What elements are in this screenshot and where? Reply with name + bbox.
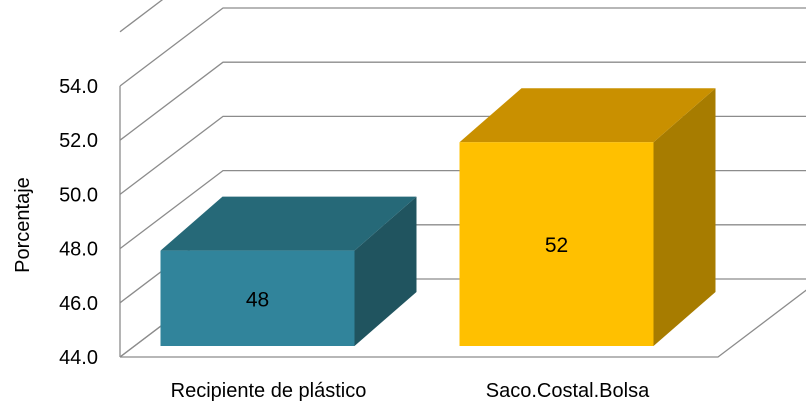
bar-front-face <box>459 142 654 346</box>
gridline <box>119 7 806 87</box>
y-axis-ticks: 44.0 46.0 48.0 50.0 52.0 54.0 <box>59 76 98 369</box>
data-label: 48 <box>246 288 269 311</box>
gridlines <box>119 0 806 358</box>
data-label: 52 <box>545 234 568 257</box>
bar-side-face <box>354 196 417 346</box>
gridline <box>119 61 806 141</box>
y-tick-label: 54.0 <box>59 76 98 98</box>
bars: 48 52 <box>160 88 716 346</box>
y-tick-label: 52.0 <box>59 130 98 152</box>
gridline <box>119 0 164 33</box>
bar-top-face <box>459 88 716 143</box>
y-tick-label: 44.0 <box>59 347 98 369</box>
bar-1: 48 <box>160 196 417 346</box>
bar-front-face <box>160 250 355 346</box>
bar-top-face <box>160 196 417 251</box>
x-axis-categories: Recipiente de plástico Saco.Costal.Bolsa <box>171 380 650 402</box>
x-category-label: Recipiente de plástico <box>171 380 367 402</box>
bar-side-face <box>653 88 716 346</box>
y-tick-label: 50.0 <box>59 184 98 206</box>
y-tick-label: 48.0 <box>59 239 98 261</box>
y-tick-label: 46.0 <box>59 293 98 315</box>
y-axis-title: Porcentaje <box>12 177 34 273</box>
x-category-label: Saco.Costal.Bolsa <box>486 380 650 402</box>
floor-front-edge <box>120 289 806 358</box>
bar-2: 52 <box>459 88 716 346</box>
